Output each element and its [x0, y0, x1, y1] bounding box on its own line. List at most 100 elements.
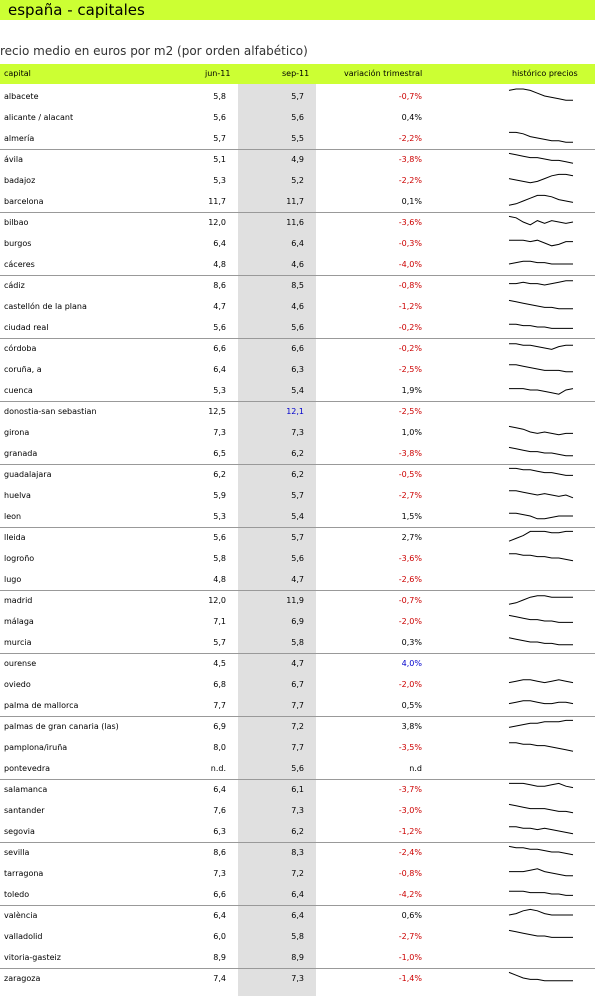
sparkline [509, 890, 573, 896]
sep-value: 5,6 [291, 323, 304, 332]
sparkline-chart [508, 845, 574, 856]
sparkline [508, 637, 573, 646]
capital-cell: valència [4, 911, 38, 920]
table-row: salamanca 6,4 6,1 -3,7% [0, 779, 595, 800]
capital-cell: cuenca [4, 386, 33, 395]
sparkline-chart [509, 343, 573, 350]
jun-value: 12,0 [208, 596, 226, 605]
sep-value: 5,8 [291, 638, 304, 647]
table-row: zaragoza 7,4 7,3 -1,4% [0, 968, 595, 989]
sparkline [508, 719, 573, 728]
sparkline [508, 845, 574, 856]
sep-value: 7,7 [291, 701, 304, 710]
jun-value: 6,4 [213, 911, 226, 920]
sparkline [508, 152, 574, 164]
jun-value: 4,8 [213, 575, 226, 584]
jun-value: 5,9 [213, 491, 226, 500]
sparkline [509, 467, 573, 476]
header-variation: variación trimestral [344, 69, 423, 78]
jun-value: 5,6 [213, 533, 226, 542]
capital-cell: coruña, a [4, 365, 42, 374]
variation-value: 0,6% [401, 911, 422, 920]
sep-value: 12,1 [286, 407, 304, 416]
capital-cell: madrid [4, 596, 33, 605]
table-row: coruña, a 6,4 6,3 -2,5% [0, 359, 595, 380]
sparkline [509, 512, 573, 520]
table-row: cádiz 8,6 8,5 -0,8% [0, 275, 595, 296]
table-row: santander 7,6 7,3 -3,0% [0, 800, 595, 821]
sep-value: 5,2 [291, 176, 304, 185]
sep-value: 8,9 [291, 953, 304, 962]
sep-value: 7,3 [291, 974, 304, 983]
variation-value: -1,2% [398, 302, 422, 311]
group-divider [0, 716, 595, 717]
variation-value: 0,4% [401, 113, 422, 122]
group-divider [0, 401, 595, 402]
jun-value: 6,8 [213, 680, 226, 689]
table-row: castellón de la plana 4,7 4,6 -1,2% [0, 296, 595, 317]
sparkline-chart [508, 700, 574, 705]
sep-value: 5,6 [291, 554, 304, 563]
header-sep: sep-11 [282, 69, 310, 78]
sparkline-chart [509, 890, 573, 896]
sparkline [508, 803, 574, 814]
table-row: málaga 7,1 6,9 -2,0% [0, 611, 595, 632]
variation-value: -3,7% [398, 785, 422, 794]
table-row: sevilla 8,6 8,3 -2,4% [0, 842, 595, 863]
table-row: barcelona 11,7 11,7 0,1% [0, 191, 595, 212]
sparkline-chart [509, 553, 574, 562]
sep-value: 4,7 [291, 575, 304, 584]
capital-cell: salamanca [4, 785, 48, 794]
capital-cell: oviedo [4, 680, 31, 689]
sparkline-chart [508, 173, 574, 184]
group-divider [0, 527, 595, 528]
group-divider [0, 905, 595, 906]
sparkline [508, 700, 574, 705]
table-row: oviedo 6,8 6,7 -2,0% [0, 674, 595, 695]
table-row: valència 6,4 6,4 0,6% [0, 905, 595, 926]
capital-cell: zaragoza [4, 974, 41, 983]
variation-value: -0,5% [398, 470, 422, 479]
sep-value: 5,4 [291, 512, 304, 521]
sparkline [508, 929, 573, 938]
capital-cell: alicante / alacant [4, 113, 74, 122]
group-divider [0, 212, 595, 213]
sparkline [509, 239, 573, 247]
variation-value: -2,0% [398, 617, 422, 626]
capital-cell: guadalajara [4, 470, 52, 479]
sparkline-chart [508, 637, 573, 646]
jun-value: 5,8 [213, 92, 226, 101]
jun-value: 8,6 [213, 848, 226, 857]
sparkline [508, 425, 573, 436]
sparkline [508, 299, 573, 310]
variation-value: -3,5% [398, 743, 422, 752]
jun-value: 6,4 [213, 365, 226, 374]
jun-value: 8,6 [213, 281, 226, 290]
sep-value: 6,4 [291, 890, 304, 899]
variation-value: -0,8% [398, 869, 422, 878]
sparkline-chart [509, 467, 573, 476]
variation-value: -0,8% [398, 281, 422, 290]
jun-value: 7,1 [213, 617, 226, 626]
sparkline [508, 679, 574, 684]
capital-cell: lugo [4, 575, 22, 584]
table-row: pontevedra n.d. 5,6 n.d [0, 758, 595, 779]
sparkline [509, 343, 573, 350]
table-row: palma de mallorca 7,7 7,7 0,5% [0, 695, 595, 716]
sparkline-chart [508, 260, 573, 265]
sparkline [508, 908, 573, 916]
variation-value: -2,7% [398, 932, 422, 941]
capital-cell: valladolid [4, 932, 43, 941]
subtitle: recio medio en euros por m2 (por orden a… [0, 44, 308, 58]
sparkline [508, 446, 573, 457]
sep-column-shading [238, 84, 316, 996]
sep-value: 8,5 [291, 281, 304, 290]
sparkline-chart [509, 826, 574, 835]
table-row: segovia 6,3 6,2 -1,2% [0, 821, 595, 842]
capital-cell: albacete [4, 92, 39, 101]
sep-value: 6,3 [291, 365, 304, 374]
variation-value: -2,5% [398, 365, 422, 374]
sparkline-chart [508, 88, 573, 101]
variation-value: -3,6% [398, 218, 422, 227]
sep-value: 4,9 [291, 155, 304, 164]
